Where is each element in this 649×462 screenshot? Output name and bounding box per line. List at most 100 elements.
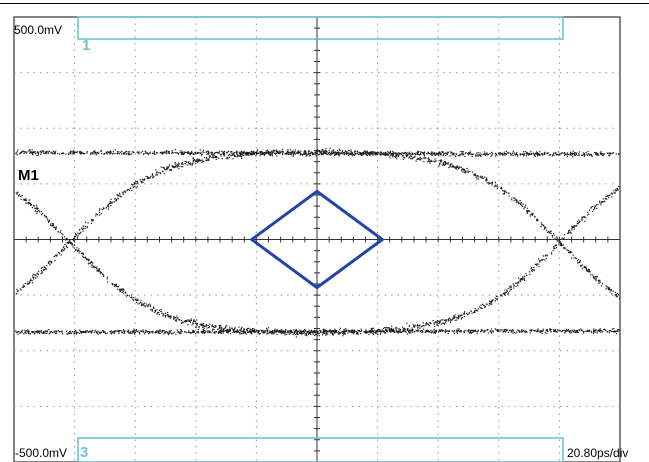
trace-dot: [359, 153, 362, 155]
trace-dot: [321, 332, 323, 334]
trace-dot: [205, 159, 207, 161]
trace-dot: [167, 332, 169, 335]
trace-dot: [71, 243, 73, 245]
trace-dot: [550, 230, 552, 232]
trace-dot: [229, 330, 231, 332]
trace-dot: [392, 329, 394, 331]
trace-dot: [259, 155, 261, 157]
trace-dot: [53, 151, 55, 153]
trace-dot: [203, 327, 205, 329]
trace-dot: [191, 324, 193, 326]
trace-dot: [216, 330, 218, 333]
trace-dot: [510, 288, 512, 290]
trace-dot: [250, 150, 252, 153]
trace-dot: [332, 334, 335, 336]
trace-dot: [326, 332, 328, 335]
trace-dot: [69, 330, 71, 333]
trace-dot: [502, 153, 504, 155]
trace-dot: [557, 240, 559, 242]
trace-dot: [301, 332, 303, 335]
trace-dot: [143, 153, 145, 155]
trace-dot: [88, 262, 90, 264]
trace-dot: [229, 326, 231, 328]
trace-dot: [555, 238, 557, 240]
trace-dot: [559, 153, 561, 155]
trace-dot: [220, 330, 222, 332]
trace-dot: [17, 192, 19, 194]
mask-m1-label: M1: [18, 167, 39, 184]
trace-dot: [324, 329, 326, 331]
trace-dot: [34, 210, 36, 212]
trace-dot: [207, 324, 209, 327]
trace-dot: [522, 153, 525, 155]
trace-dot: [140, 304, 143, 306]
trace-dot: [85, 330, 87, 332]
trace-dot: [248, 154, 250, 156]
trace-dot: [308, 333, 310, 335]
trace-dot: [61, 232, 63, 235]
trace-dot: [101, 152, 103, 155]
trace-dot: [273, 332, 276, 334]
trace-dot: [352, 331, 354, 333]
trace-dot: [441, 160, 443, 162]
trace-dot: [590, 330, 593, 333]
trace-dot: [444, 319, 446, 321]
top-border: [0, 3, 649, 4]
trace-dot: [326, 331, 328, 333]
trace-dot: [189, 152, 192, 154]
trace-dot: [607, 152, 609, 155]
trace-dot: [537, 154, 539, 156]
trace-dot: [213, 332, 216, 334]
trace-dot: [50, 152, 52, 154]
trace-dot: [75, 234, 78, 236]
trace-dot: [574, 152, 576, 154]
trace-dot: [267, 152, 269, 155]
trace-dot: [140, 180, 142, 182]
trace-dot: [357, 154, 360, 156]
trace-dot: [590, 274, 592, 276]
trace-dot: [55, 331, 57, 333]
trace-dot: [95, 213, 97, 215]
trace-dot: [267, 327, 269, 329]
trace-dot: [198, 327, 200, 329]
trace-dot: [465, 312, 468, 314]
trace-dot: [467, 171, 469, 173]
trace-dot: [53, 330, 55, 332]
trace-dot: [142, 329, 144, 331]
trace-dot: [324, 149, 327, 152]
trace-dot: [542, 225, 545, 227]
trace-dot: [207, 150, 210, 153]
trace-dot: [385, 329, 387, 331]
trace-dot: [520, 278, 522, 280]
trace-dot: [436, 320, 438, 323]
trace-dot: [435, 329, 438, 331]
trace-dot: [537, 263, 539, 265]
trace-dot: [381, 329, 384, 331]
trace-dot: [545, 257, 547, 259]
trace-dot: [449, 164, 452, 166]
trace-dot: [428, 324, 431, 327]
trace-dot: [345, 330, 347, 332]
trace-dot: [439, 321, 441, 323]
trace-dot: [434, 152, 436, 155]
trace-dot: [280, 150, 282, 152]
trace-dot: [525, 153, 527, 155]
trace-dot: [254, 329, 256, 331]
trace-dot: [171, 166, 174, 168]
trace-dot: [570, 151, 572, 153]
trace-dot: [572, 226, 574, 229]
trace-dot: [391, 329, 393, 331]
trace-dot: [310, 333, 312, 335]
trace-dot: [62, 246, 65, 249]
trace-dot: [194, 151, 197, 153]
trace-dot: [315, 331, 317, 333]
trace-dot: [244, 153, 246, 155]
trace-dot: [133, 182, 136, 184]
trace-dot: [218, 157, 220, 159]
trace-dot: [91, 152, 93, 154]
trace-dot: [299, 331, 301, 334]
trace-dot: [506, 329, 509, 331]
trace-dot: [547, 152, 549, 154]
trace-dot: [332, 149, 335, 152]
trace-dot: [40, 270, 43, 272]
